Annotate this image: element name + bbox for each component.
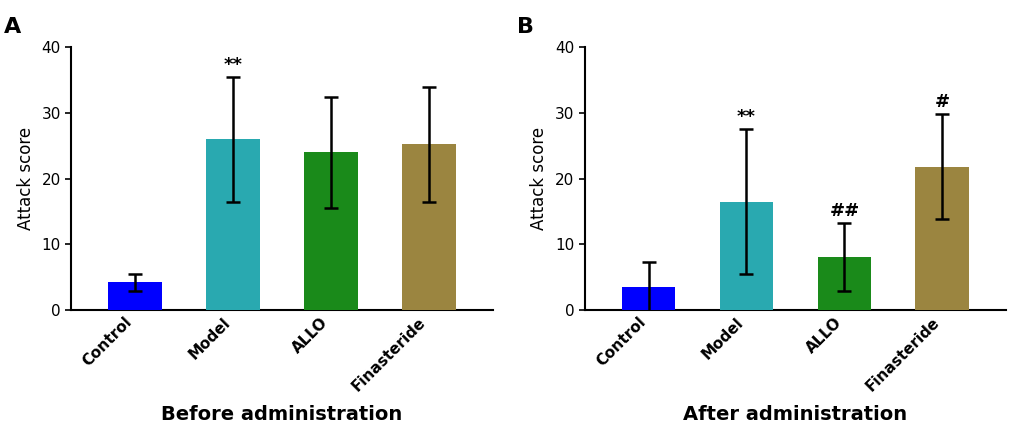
Bar xyxy=(915,167,968,310)
Y-axis label: Attack score: Attack score xyxy=(16,127,35,230)
Text: ##: ## xyxy=(828,202,859,220)
Y-axis label: Attack score: Attack score xyxy=(530,127,547,230)
Bar xyxy=(206,139,260,310)
Bar xyxy=(401,145,455,310)
X-axis label: After administration: After administration xyxy=(683,405,907,424)
Text: A: A xyxy=(4,17,21,37)
Bar xyxy=(816,257,870,310)
Bar xyxy=(718,201,772,310)
Bar xyxy=(304,152,358,310)
Bar xyxy=(108,282,162,310)
Text: **: ** xyxy=(737,108,755,126)
Text: **: ** xyxy=(223,56,243,74)
Text: B: B xyxy=(517,17,534,37)
Bar xyxy=(621,287,675,310)
Text: #: # xyxy=(934,93,949,111)
X-axis label: Before administration: Before administration xyxy=(161,405,403,424)
